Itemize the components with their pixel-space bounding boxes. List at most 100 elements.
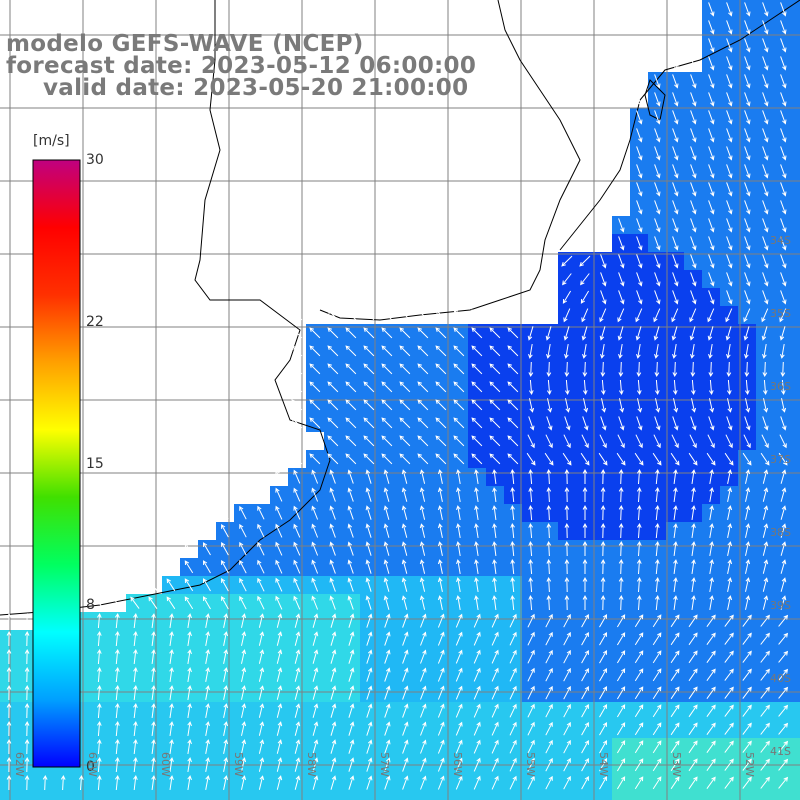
wind-arrow: [114, 702, 120, 719]
wind-cell: [306, 792, 324, 800]
wind-arrow: [151, 613, 156, 628]
wind-arrow: [312, 757, 319, 772]
wind-arrow: [402, 721, 409, 736]
latitude-label: 34S: [770, 234, 791, 247]
wind-arrow: [275, 469, 283, 484]
wind-arrow: [581, 668, 589, 682]
wind-arrow: [419, 505, 426, 520]
wind-arrow: [654, 272, 661, 287]
wind-arrow: [399, 345, 411, 357]
wind-arrow: [634, 758, 644, 772]
wind-arrow: [690, 379, 696, 396]
wind-arrow: [473, 613, 481, 628]
wind-arrow: [564, 361, 570, 378]
wind-arrow: [653, 326, 660, 341]
wind-arrow: [706, 758, 716, 771]
wind-arrow: [762, 577, 769, 592]
wind-arrow: [672, 218, 679, 233]
wind-arrow: [708, 2, 715, 17]
wind-arrow: [309, 435, 321, 447]
wind-arrow: [762, 505, 769, 520]
wind-arrow: [347, 577, 354, 592]
wind-arrow: [636, 164, 643, 179]
wind-arrow: [673, 398, 679, 413]
wind-arrow: [345, 309, 357, 321]
wind-arrow: [709, 487, 714, 502]
wind-arrow: [223, 685, 229, 700]
wind-arrow: [688, 668, 698, 682]
wind-arrow: [419, 469, 426, 484]
wind-arrow: [619, 398, 625, 413]
wind-arrow: [760, 740, 770, 753]
wind-arrow: [114, 630, 120, 647]
wind-arrow: [742, 722, 752, 735]
wind-arrow: [745, 469, 751, 484]
wind-cell: [792, 396, 800, 414]
wind-cell: [792, 648, 800, 666]
wind-arrow: [293, 487, 301, 502]
wind-arrow: [528, 576, 534, 593]
wind-arrow: [706, 614, 716, 627]
wind-arrow: [761, 308, 769, 323]
wind-arrow: [510, 504, 515, 521]
wind-arrow: [599, 775, 608, 790]
wind-cell: [792, 738, 800, 756]
wind-arrow: [420, 685, 427, 700]
wind-arrow: [202, 560, 211, 574]
wind-arrow: [727, 523, 733, 538]
wind-arrow: [187, 613, 192, 628]
wind-arrow: [526, 452, 536, 466]
wind-arrow: [151, 703, 156, 718]
wind-cell: [792, 774, 800, 792]
wind-arrow: [778, 452, 788, 466]
wind-arrow: [437, 757, 445, 772]
wind-arrow: [510, 594, 515, 611]
wind-cell: [162, 792, 180, 800]
wind-arrow: [618, 379, 624, 396]
wind-arrow: [744, 146, 751, 161]
wind-arrow: [455, 613, 463, 628]
wind-cell: [792, 342, 800, 360]
wind-arrow: [724, 776, 734, 789]
wind-arrow: [708, 164, 715, 179]
wind-arrow: [600, 576, 606, 593]
wind-arrow: [473, 685, 481, 700]
wind-arrow: [383, 523, 390, 538]
wind-arrow: [599, 757, 608, 772]
wind-arrow: [636, 486, 642, 503]
wind-arrow: [276, 631, 283, 646]
wind-arrow: [545, 434, 553, 449]
wind-arrow: [437, 721, 445, 736]
wind-arrow: [780, 146, 787, 161]
wind-arrow: [563, 649, 571, 664]
wind-arrow: [294, 757, 301, 772]
wind-arrow: [727, 577, 733, 592]
wind-cell: [0, 792, 18, 800]
wind-arrow: [691, 505, 696, 520]
wind-cell: [792, 684, 800, 702]
wind-arrow: [293, 469, 301, 484]
wind-arrow: [471, 435, 483, 447]
wind-arrow: [600, 200, 607, 215]
wind-cell: [792, 432, 800, 450]
wind-arrow: [760, 632, 770, 645]
wind-arrow: [492, 595, 497, 610]
wind-arrow: [420, 631, 427, 646]
wind-cell: [576, 792, 594, 800]
wind-arrow: [670, 614, 680, 628]
wind-arrow: [399, 399, 411, 411]
wind-arrow: [327, 381, 339, 393]
wind-arrow: [780, 92, 787, 107]
wind-cell: [792, 450, 800, 468]
wind-arrow: [330, 685, 337, 700]
wind-arrow: [330, 739, 337, 754]
wind-arrow: [582, 504, 588, 520]
wind-cell: [432, 792, 450, 800]
wind-arrow: [166, 578, 176, 592]
wind-arrow: [169, 613, 174, 628]
wind-arrow: [417, 327, 429, 339]
wind-arrow: [654, 128, 661, 143]
wind-arrow: [544, 290, 554, 304]
wind-arrow: [309, 309, 321, 321]
wind-arrow: [547, 398, 553, 413]
